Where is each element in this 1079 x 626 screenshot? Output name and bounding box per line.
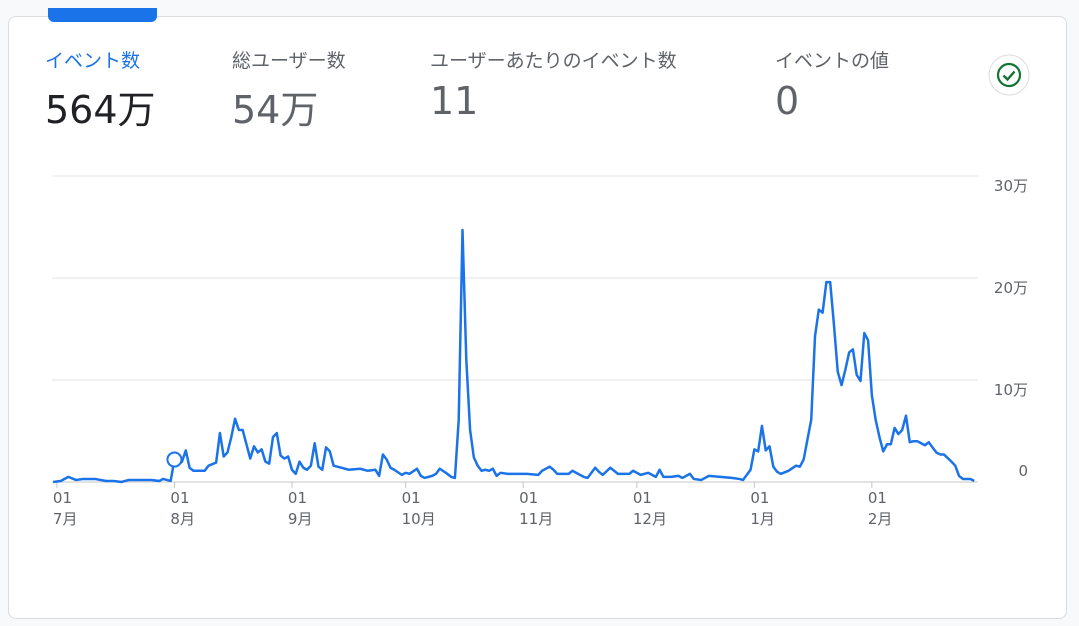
x-tick-month: 7月 xyxy=(53,510,78,528)
highlight-point xyxy=(166,451,183,468)
x-tick-month: 12月 xyxy=(633,510,667,528)
x-tick-label: 01 xyxy=(288,489,307,507)
data-line xyxy=(52,228,975,484)
card xyxy=(8,16,1067,619)
x-tick-label: 01 xyxy=(633,489,652,507)
metric[interactable]: イベント数 564万 xyxy=(45,46,156,134)
metric-label: 総ユーザー数 xyxy=(232,50,346,72)
metric-label: イベントの値 xyxy=(775,50,890,72)
x-tick-label: 01 xyxy=(750,489,769,507)
y-tick-label: 10万 xyxy=(994,381,1028,399)
selected-tab-indicator xyxy=(48,8,157,22)
x-tick-month: 11月 xyxy=(519,510,553,528)
metric-value: 0 xyxy=(775,79,800,123)
x-tick-label: 01 xyxy=(868,489,887,507)
metric-label: イベント数 xyxy=(45,50,141,72)
y-tick-label: 0 xyxy=(1018,462,1028,480)
metric[interactable]: イベントの値 0 xyxy=(775,46,889,123)
metric[interactable]: 総ユーザー数 54万 xyxy=(232,46,346,134)
x-tick-label: 01 xyxy=(53,489,72,507)
status-icon[interactable] xyxy=(988,54,1030,96)
icon-circle xyxy=(996,62,1022,88)
metric-value: 54万 xyxy=(232,88,319,132)
icon-check xyxy=(1002,70,1016,82)
y-tick-label: 30万 xyxy=(994,177,1028,195)
icon-ring xyxy=(988,54,1030,96)
x-tick-label: 01 xyxy=(170,489,189,507)
metric[interactable]: ユーザーあたりのイベント数 11 xyxy=(430,46,677,123)
x-tick-month: 1月 xyxy=(750,510,775,528)
x-tick-month: 9月 xyxy=(288,510,313,528)
metric-label: ユーザーあたりのイベント数 xyxy=(430,50,677,72)
metric-value: 11 xyxy=(430,79,479,123)
y-tick-label: 20万 xyxy=(994,279,1028,297)
x-tick-label: 01 xyxy=(402,489,421,507)
metric-value: 564万 xyxy=(45,88,156,132)
x-tick-month: 2月 xyxy=(868,510,893,528)
x-tick-month: 8月 xyxy=(170,510,195,528)
x-tick-month: 10月 xyxy=(402,510,436,528)
x-tick-label: 01 xyxy=(519,489,538,507)
